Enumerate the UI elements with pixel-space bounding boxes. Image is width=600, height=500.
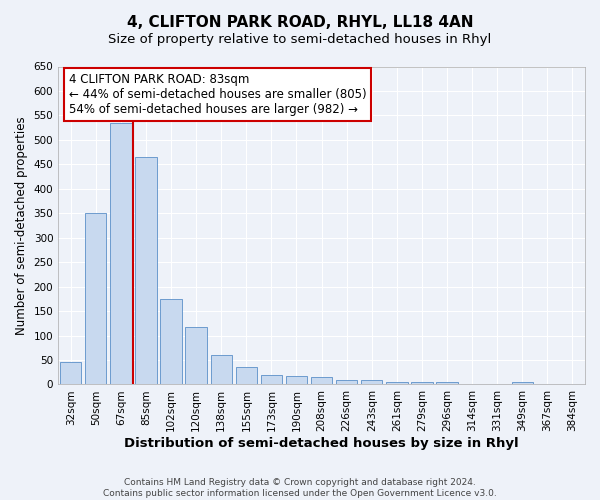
Bar	[136, 157, 157, 384]
Bar	[411, 382, 433, 384]
Bar	[85, 213, 106, 384]
Text: Contains HM Land Registry data © Crown copyright and database right 2024.
Contai: Contains HM Land Registry data © Crown c…	[103, 478, 497, 498]
Bar	[160, 299, 182, 384]
Bar	[261, 374, 282, 384]
Bar	[336, 380, 358, 384]
Text: Size of property relative to semi-detached houses in Rhyl: Size of property relative to semi-detach…	[109, 32, 491, 46]
Bar	[60, 362, 82, 384]
Bar	[185, 326, 207, 384]
Bar	[512, 382, 533, 384]
Text: 4, CLIFTON PARK ROAD, RHYL, LL18 4AN: 4, CLIFTON PARK ROAD, RHYL, LL18 4AN	[127, 15, 473, 30]
Bar	[286, 376, 307, 384]
Y-axis label: Number of semi-detached properties: Number of semi-detached properties	[15, 116, 28, 335]
X-axis label: Distribution of semi-detached houses by size in Rhyl: Distribution of semi-detached houses by …	[124, 437, 519, 450]
Bar	[311, 377, 332, 384]
Bar	[386, 382, 407, 384]
Bar	[236, 368, 257, 384]
Text: 4 CLIFTON PARK ROAD: 83sqm
← 44% of semi-detached houses are smaller (805)
54% o: 4 CLIFTON PARK ROAD: 83sqm ← 44% of semi…	[69, 73, 367, 116]
Bar	[361, 380, 382, 384]
Bar	[211, 355, 232, 384]
Bar	[436, 382, 458, 384]
Bar	[110, 123, 131, 384]
